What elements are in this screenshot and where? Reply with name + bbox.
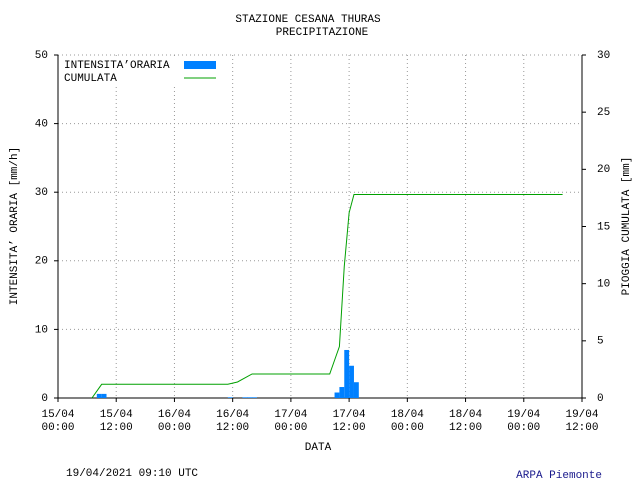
x-tick-label: 17/04 bbox=[274, 409, 307, 421]
line bbox=[91, 193, 563, 399]
bar bbox=[227, 397, 233, 398]
y-tick-label: 0 bbox=[41, 393, 48, 405]
bar bbox=[101, 393, 107, 398]
bar bbox=[252, 397, 257, 398]
x-tick-label: 12:00 bbox=[449, 422, 482, 434]
y2-tick-label: 10 bbox=[597, 279, 610, 291]
x-tick-label: 15/04 bbox=[41, 409, 74, 421]
y-tick-label: 10 bbox=[35, 324, 48, 336]
y2-tick-label: 15 bbox=[597, 221, 610, 233]
x-tick-label: 00:00 bbox=[274, 422, 307, 434]
x-tick-label: 16/04 bbox=[216, 409, 249, 421]
bar bbox=[353, 382, 359, 398]
y-tick-label: 40 bbox=[35, 119, 48, 131]
y2-tick-label: 25 bbox=[597, 107, 610, 119]
y2-tick-label: 30 bbox=[597, 50, 610, 62]
y2-axis-label: PIOGGIA CUMULATA [mm] bbox=[621, 157, 633, 296]
bar bbox=[242, 397, 248, 398]
bar bbox=[334, 392, 340, 398]
legend-swatch bbox=[184, 61, 216, 69]
footer-date: 19/04/2021 09:10 UTC bbox=[66, 468, 198, 480]
y-tick-label: 20 bbox=[35, 256, 48, 268]
legend-label: INTENSITA’ORARIA bbox=[64, 60, 170, 72]
x-tick-label: 12:00 bbox=[333, 422, 366, 434]
x-tick-label: 12:00 bbox=[565, 422, 598, 434]
bar bbox=[349, 365, 354, 398]
x-tick-label: 19/04 bbox=[507, 409, 540, 421]
bar bbox=[344, 349, 350, 398]
bar bbox=[247, 397, 253, 398]
y2-tick-label: 20 bbox=[597, 164, 610, 176]
y-axis-label: INTENSITA’ ORARIA [mm/h] bbox=[9, 147, 21, 305]
x-tick-label: 00:00 bbox=[158, 422, 191, 434]
x-tick-label: 00:00 bbox=[507, 422, 540, 434]
x-tick-label: 19/04 bbox=[565, 409, 598, 421]
chart-subtitle: PRECIPITAZIONE bbox=[276, 27, 369, 39]
bar bbox=[339, 387, 345, 398]
x-tick-label: 00:00 bbox=[41, 422, 74, 434]
y2-tick-label: 0 bbox=[597, 393, 604, 405]
x-tick-label: 00:00 bbox=[391, 422, 424, 434]
bar bbox=[96, 393, 102, 398]
chart-title: STAZIONE CESANA THURAS bbox=[235, 14, 381, 26]
x-tick-label: 16/04 bbox=[158, 409, 191, 421]
y-tick-label: 30 bbox=[35, 187, 48, 199]
footer-credit: ARPA Piemonte bbox=[516, 470, 602, 480]
legend-label: CUMULATA bbox=[64, 73, 117, 85]
x-tick-label: 15/04 bbox=[100, 409, 133, 421]
x-axis-label: DATA bbox=[305, 442, 332, 454]
x-tick-label: 17/04 bbox=[333, 409, 366, 421]
x-tick-label: 18/04 bbox=[449, 409, 482, 421]
x-tick-label: 12:00 bbox=[100, 422, 133, 434]
x-tick-label: 12:00 bbox=[216, 422, 249, 434]
y-tick-label: 50 bbox=[35, 50, 48, 62]
x-tick-label: 18/04 bbox=[391, 409, 424, 421]
y2-tick-label: 5 bbox=[597, 336, 604, 348]
